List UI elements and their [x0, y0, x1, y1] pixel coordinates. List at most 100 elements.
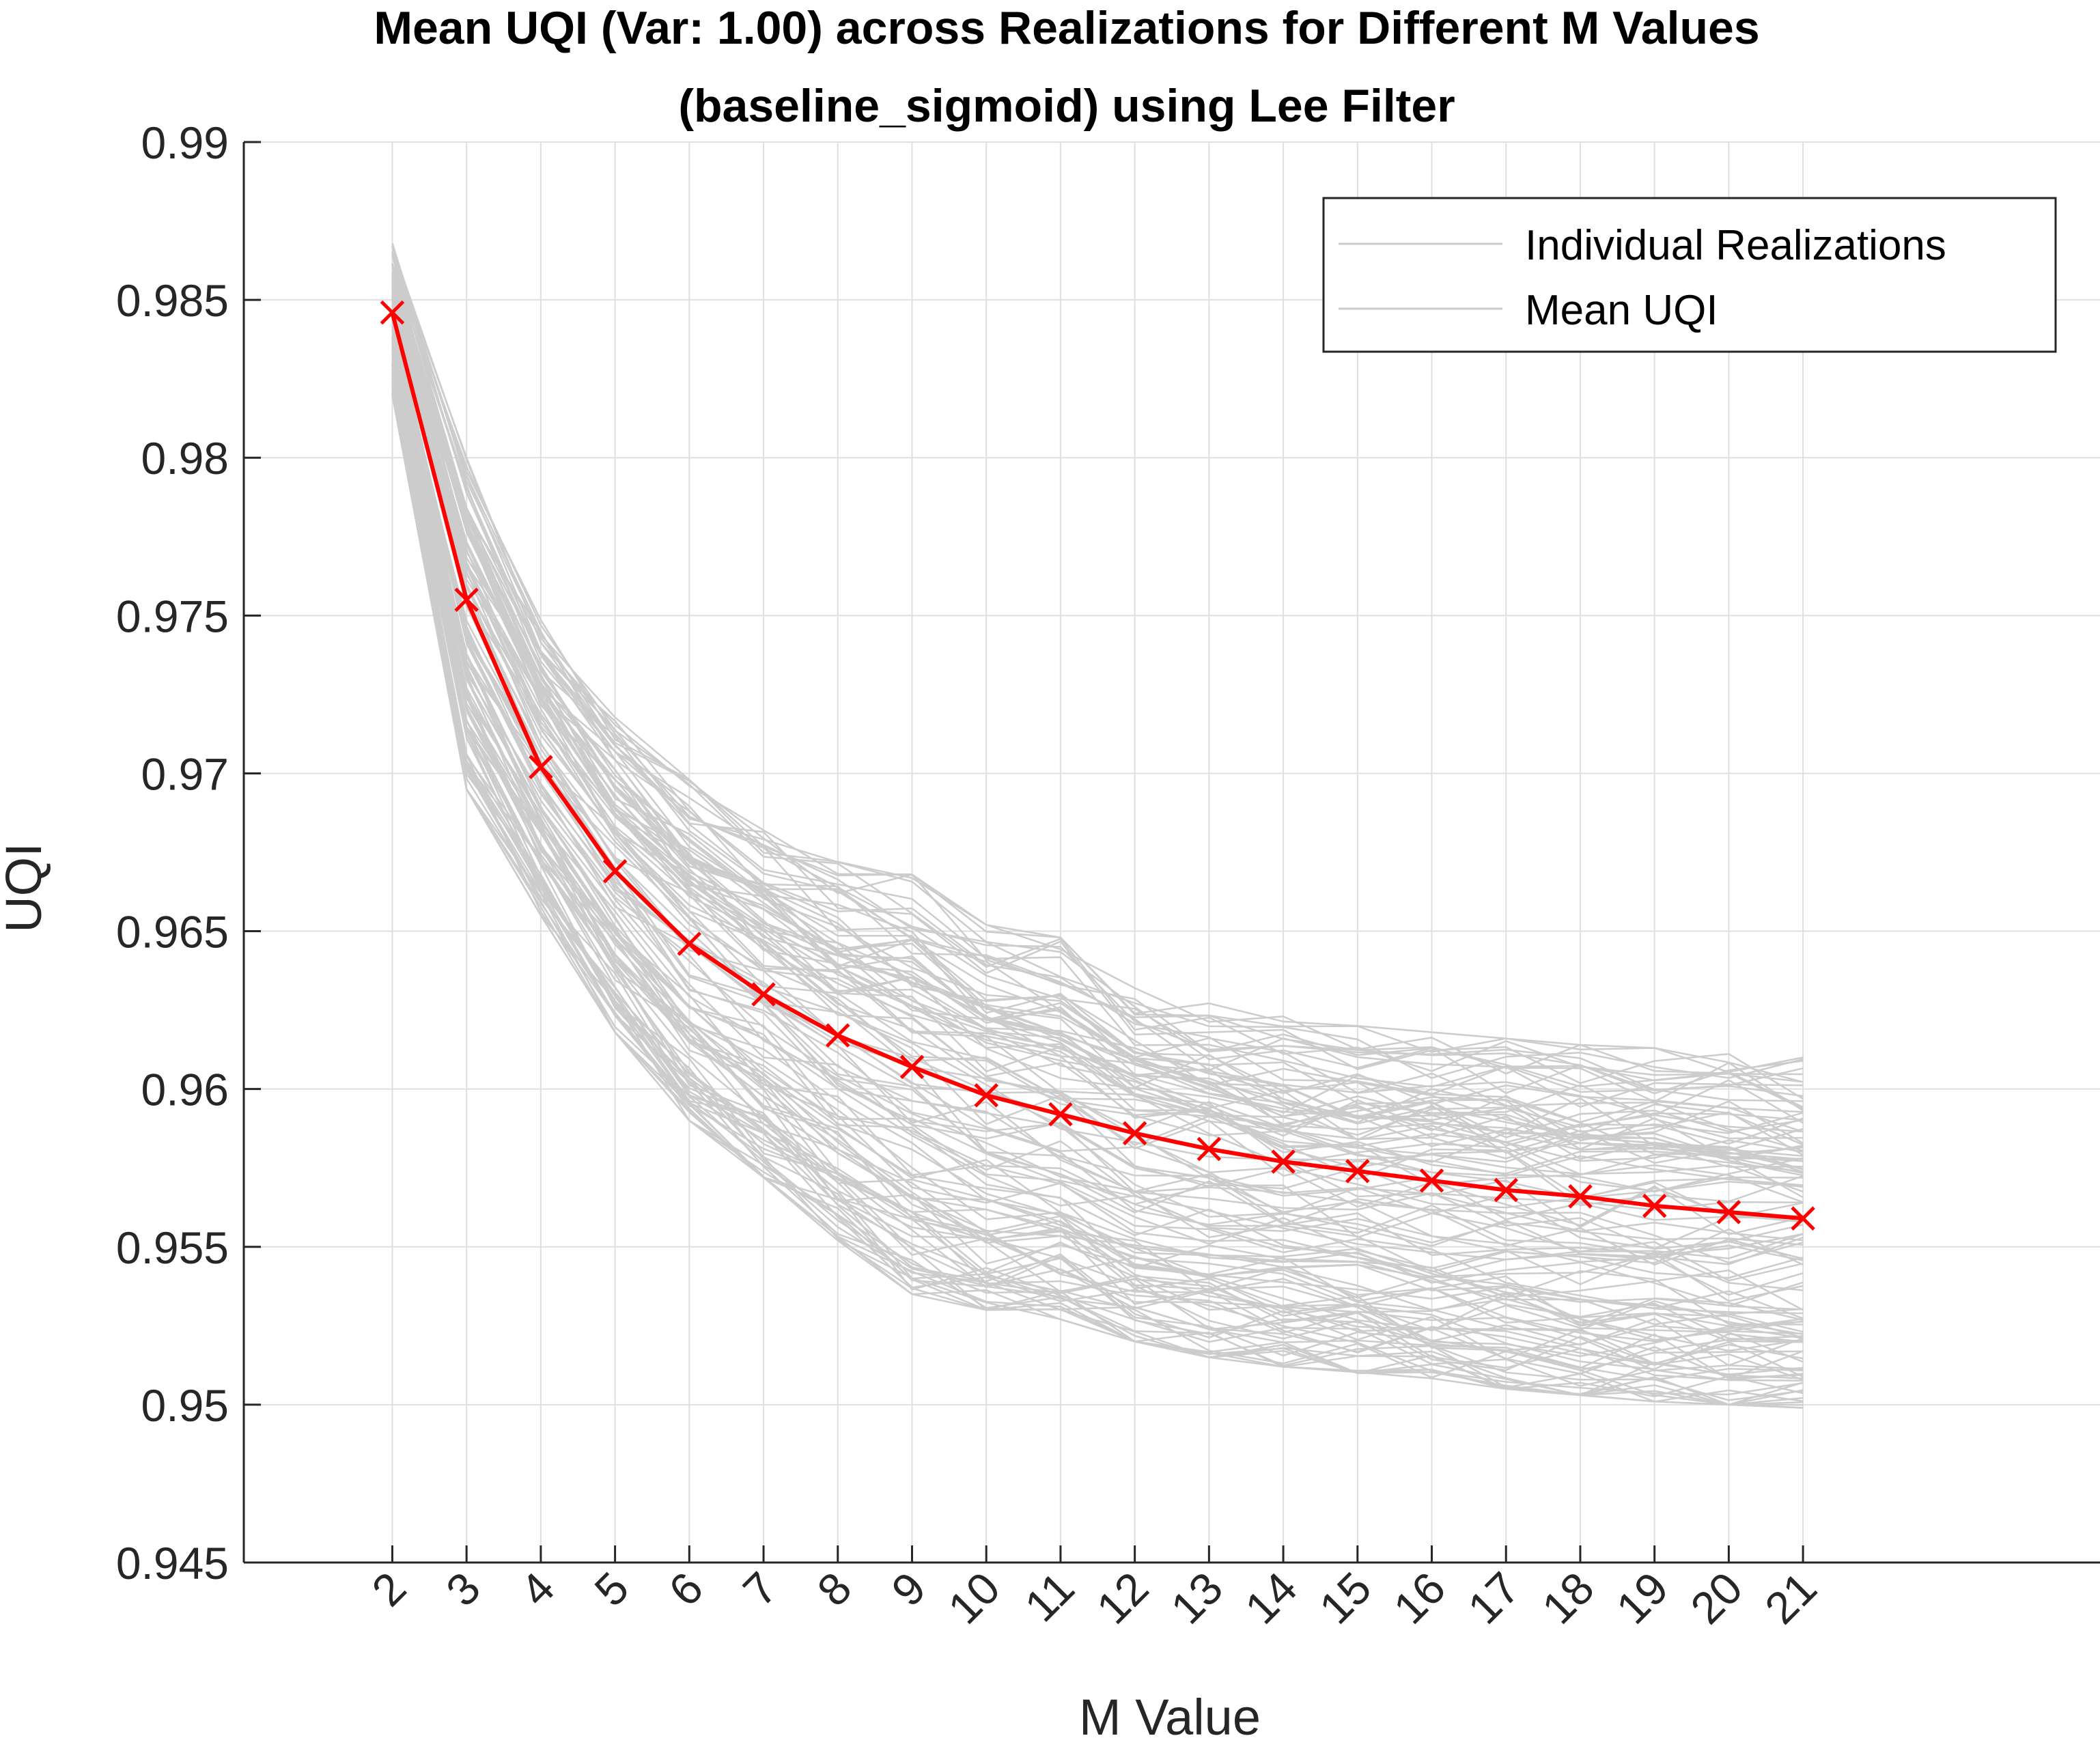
realization-line	[391, 316, 1804, 1259]
legend-label-mean: Mean UQI	[1525, 287, 1718, 334]
realization-line	[391, 348, 1804, 1311]
realization-line	[391, 340, 1804, 1302]
marker-stroke	[380, 300, 405, 325]
mean-uqi-marker	[1196, 1136, 1222, 1162]
marker-stroke	[899, 1054, 925, 1080]
realization-line	[391, 287, 1804, 1193]
mean-uqi-marker	[1791, 1206, 1815, 1231]
mean-uqi-marker	[1568, 1184, 1593, 1209]
mean-uqi-marker	[1122, 1121, 1147, 1146]
mean-uqi-marker	[1048, 1102, 1073, 1127]
realization-line	[391, 353, 1804, 1343]
realization-line	[391, 242, 1804, 1074]
realization-line	[391, 263, 1804, 1076]
marker-stroke	[1345, 1159, 1370, 1183]
y-tick-label: 0.955	[116, 1222, 229, 1273]
marker-stroke	[1196, 1136, 1222, 1162]
realization-line	[391, 393, 1804, 1409]
x-axis-label: M Value	[1079, 1689, 1261, 1746]
mean-uqi-line	[390, 311, 1804, 1221]
realization-line	[391, 283, 1804, 1170]
legend-box	[1322, 197, 2057, 353]
y-tick-labels: 0.945 0.95 0.955 0.96 0.965 0.97 0.975 0.98 0.98…	[116, 117, 229, 1588]
realization-line	[391, 267, 1804, 1155]
mean-uqi-series	[380, 300, 1815, 1231]
marker-stroke	[1271, 1149, 1296, 1174]
individual-realizations	[391, 242, 1804, 1409]
realization-line	[391, 369, 1804, 1358]
y-tick-label: 0.98	[141, 433, 229, 484]
realization-line	[391, 292, 1804, 1173]
realization-line	[391, 285, 1804, 1151]
realization-line	[391, 298, 1804, 1199]
realization-line	[391, 322, 1804, 1264]
mean-uqi-marker	[974, 1083, 998, 1108]
realization-line	[391, 321, 1804, 1246]
marker-stroke	[751, 982, 776, 1007]
realization-line	[391, 255, 1804, 1124]
mean-uqi-marker	[380, 300, 405, 325]
realization-line	[391, 364, 1804, 1363]
chart-title-line-1: Mean UQI (Var: 1.00) across Realizations…	[374, 2, 1759, 54]
realization-line	[391, 275, 1804, 1160]
realization-line	[391, 374, 1804, 1378]
realization-line	[391, 278, 1804, 1140]
marker-stroke	[1419, 1168, 1444, 1193]
plot-axes	[242, 141, 2100, 1564]
mean-uqi-marker	[1345, 1159, 1370, 1183]
realization-line	[391, 388, 1804, 1406]
realization-line	[391, 299, 1804, 1186]
realization-line	[391, 394, 1804, 1406]
y-tick-label: 0.95	[141, 1380, 229, 1431]
y-tick-label: 0.97	[141, 748, 229, 799]
realization-line	[391, 303, 1804, 1229]
mean-uqi-marker	[1494, 1177, 1519, 1203]
mean-uqi-marker	[1642, 1193, 1667, 1218]
mean-uqi-marker	[899, 1054, 925, 1080]
realization-line	[391, 264, 1804, 1102]
marker-stroke	[454, 587, 479, 612]
realization-line	[391, 281, 1804, 1160]
realization-line	[391, 300, 1804, 1219]
marker-stroke	[1642, 1193, 1667, 1218]
realization-line	[391, 363, 1804, 1333]
mean-uqi-marker	[825, 1023, 850, 1048]
marker-stroke	[529, 755, 553, 779]
mean-uqi-marker	[751, 982, 776, 1007]
realization-line	[391, 341, 1804, 1291]
realization-line	[391, 354, 1804, 1326]
mean-uqi-marker	[529, 755, 553, 779]
y-tick-label: 0.965	[116, 907, 229, 957]
y-tick-label: 0.99	[141, 117, 229, 168]
realization-line	[391, 283, 1804, 1160]
realization-line	[391, 278, 1804, 1139]
realization-line	[391, 346, 1804, 1326]
realization-line	[391, 251, 1804, 1097]
marker-stroke	[1122, 1121, 1147, 1146]
realization-line	[391, 394, 1804, 1401]
y-tick-label: 0.985	[116, 275, 229, 326]
chart-legend: Individual Realizations Mean UQI	[1322, 197, 2057, 353]
chart-title-line-2: (baseline_sigmoid) using Lee Filter	[678, 80, 1455, 132]
marker-stroke	[677, 931, 702, 956]
mean-uqi-marker	[1271, 1149, 1296, 1174]
realization-line	[391, 251, 1804, 1095]
legend-label-realizations: Individual Realizations	[1525, 222, 1946, 269]
realization-line	[391, 280, 1804, 1156]
y-tick-label: 0.945	[116, 1538, 229, 1588]
marker-stroke	[1716, 1200, 1741, 1224]
realization-line	[391, 376, 1804, 1352]
marker-stroke	[974, 1083, 998, 1108]
mean-uqi-marker	[1419, 1168, 1444, 1193]
grid-lines	[244, 141, 2100, 1563]
realization-line	[391, 318, 1804, 1235]
mean-uqi-marker	[454, 587, 479, 612]
realization-line	[391, 295, 1804, 1203]
marker-stroke	[1494, 1177, 1519, 1203]
y-tick-label: 0.975	[116, 591, 229, 641]
realization-line	[391, 363, 1804, 1343]
marker-stroke	[1791, 1206, 1815, 1231]
marker-stroke	[1568, 1184, 1593, 1209]
mean-uqi-marker	[677, 931, 702, 956]
marker-stroke	[825, 1023, 850, 1048]
